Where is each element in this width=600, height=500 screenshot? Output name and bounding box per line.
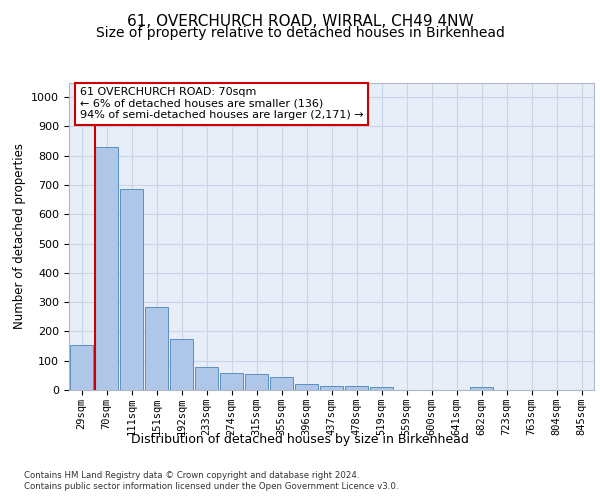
Bar bbox=[170, 339, 193, 390]
Bar bbox=[295, 384, 318, 390]
Text: 61 OVERCHURCH ROAD: 70sqm
← 6% of detached houses are smaller (136)
94% of semi-: 61 OVERCHURCH ROAD: 70sqm ← 6% of detach… bbox=[79, 87, 363, 120]
Bar bbox=[370, 387, 393, 390]
Bar bbox=[245, 374, 268, 390]
Text: Distribution of detached houses by size in Birkenhead: Distribution of detached houses by size … bbox=[131, 432, 469, 446]
Bar bbox=[95, 147, 118, 390]
Text: 61, OVERCHURCH ROAD, WIRRAL, CH49 4NW: 61, OVERCHURCH ROAD, WIRRAL, CH49 4NW bbox=[127, 14, 473, 29]
Bar bbox=[195, 366, 218, 390]
Text: Contains HM Land Registry data © Crown copyright and database right 2024.: Contains HM Land Registry data © Crown c… bbox=[24, 471, 359, 480]
Y-axis label: Number of detached properties: Number of detached properties bbox=[13, 143, 26, 329]
Bar bbox=[220, 374, 243, 390]
Text: Size of property relative to detached houses in Birkenhead: Size of property relative to detached ho… bbox=[95, 26, 505, 40]
Bar bbox=[145, 307, 168, 390]
Text: Contains public sector information licensed under the Open Government Licence v3: Contains public sector information licen… bbox=[24, 482, 398, 491]
Bar bbox=[270, 378, 293, 390]
Bar bbox=[120, 190, 143, 390]
Bar bbox=[70, 346, 93, 390]
Bar bbox=[320, 386, 343, 390]
Bar bbox=[345, 386, 368, 390]
Bar bbox=[470, 387, 493, 390]
